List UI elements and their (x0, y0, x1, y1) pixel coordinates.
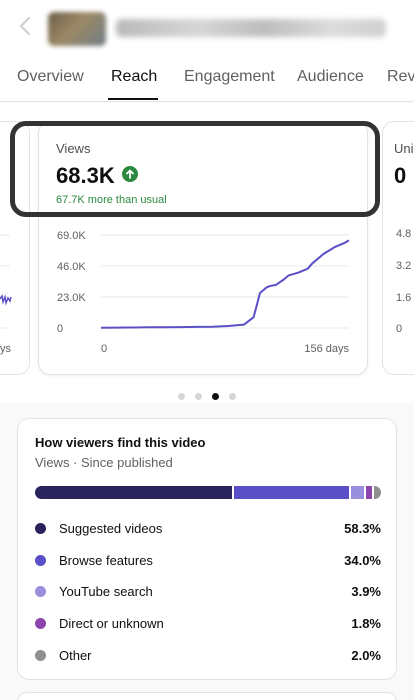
traffic-sources-subtitle: Views · Since published (35, 455, 173, 470)
page-dot[interactable] (195, 393, 202, 400)
traffic-share-segment (234, 486, 349, 499)
legend-row-direct-or-unknown[interactable]: Direct or unknown 1.8% (35, 614, 381, 634)
previous-card-chart (0, 234, 12, 329)
chart-y-tick-label: 69.0K (57, 230, 86, 242)
views-series-line (100, 239, 350, 329)
legend-color-dot (35, 618, 46, 629)
legend-source-name: Browse features (59, 553, 153, 568)
legend-source-percent: 2.0% (351, 648, 381, 663)
legend-source-percent: 34.0% (344, 553, 381, 568)
page-dot-active[interactable] (212, 393, 219, 400)
legend-source-name: Other (59, 648, 92, 663)
next-card-y-tick: 0 (396, 323, 403, 335)
legend-row-suggested-videos[interactable]: Suggested videos 58.3% (35, 519, 381, 539)
views-value: 68.3K (56, 163, 115, 188)
views-label: Views (56, 141, 91, 156)
traffic-share-segment (374, 486, 381, 499)
legend-source-percent: 1.8% (351, 616, 381, 631)
next-section-card-edge (17, 692, 397, 700)
traffic-sources-card: How viewers find this video Views · Sinc… (17, 418, 397, 680)
legend-source-name: Direct or unknown (59, 616, 164, 631)
legend-source-percent: 58.3% (344, 521, 381, 536)
tab-engagement[interactable]: Engagement (184, 68, 275, 85)
legend-row-other[interactable]: Other 2.0% (35, 646, 381, 666)
legend-source-name: Suggested videos (59, 521, 163, 536)
next-metric-card[interactable] (382, 121, 414, 375)
legend-color-dot (35, 650, 46, 661)
analytics-tab-bar: Overview Reach Engagement Audience Rev (0, 54, 414, 102)
chart-y-tick-label: 0 (57, 323, 63, 335)
legend-color-dot (35, 586, 46, 597)
active-tab-indicator (108, 98, 158, 100)
legend-source-name: YouTube search (59, 584, 153, 599)
previous-card-line (0, 294, 12, 306)
next-card-y-tick: 3.2 (396, 260, 412, 272)
previous-card-x-label: ys (0, 343, 11, 355)
tab-revenue[interactable]: Rev (387, 68, 414, 85)
tab-overview[interactable]: Overview (17, 68, 84, 85)
chart-y-tick-label: 46.0K (57, 261, 86, 273)
views-line-chart: 69.0K 46.0K 23.0K 0 0 156 days (57, 230, 350, 355)
metric-carousel[interactable]: ys Views 68.3K 67.7K more than usual 69.… (0, 103, 414, 403)
tab-audience[interactable]: Audience (297, 68, 364, 85)
next-card-label: Uni (394, 141, 414, 156)
next-card-y-tick: 1.6 (396, 292, 412, 304)
traffic-share-segment (35, 486, 233, 499)
arrow-up-circle-icon (122, 166, 138, 182)
previous-metric-card[interactable] (0, 121, 30, 375)
chart-x-tick-label: 156 days (304, 343, 349, 355)
next-card-value: 0 (394, 163, 407, 188)
legend-color-dot (35, 523, 46, 534)
back-arrow-icon[interactable] (14, 14, 38, 38)
traffic-share-segment (350, 486, 365, 499)
video-title-redacted (116, 19, 386, 37)
chart-x-tick-label: 0 (101, 343, 107, 355)
legend-row-youtube-search[interactable]: YouTube search 3.9% (35, 582, 381, 602)
chart-y-tick-label: 23.0K (57, 292, 86, 304)
traffic-sources-title: How viewers find this video (35, 435, 206, 450)
tab-reach[interactable]: Reach (111, 68, 158, 85)
views-metric-card[interactable] (38, 121, 368, 375)
video-thumbnail (48, 12, 106, 46)
views-change-text: 67.7K more than usual (56, 194, 167, 206)
next-card-y-tick: 4.8 (396, 228, 412, 240)
top-app-bar (0, 0, 414, 54)
legend-color-dot (35, 555, 46, 566)
traffic-share-segment (366, 486, 373, 499)
page-dot[interactable] (178, 393, 185, 400)
page-dot[interactable] (229, 393, 236, 400)
legend-source-percent: 3.9% (351, 584, 381, 599)
traffic-share-bar (35, 486, 381, 499)
legend-row-browse-features[interactable]: Browse features 34.0% (35, 551, 381, 571)
